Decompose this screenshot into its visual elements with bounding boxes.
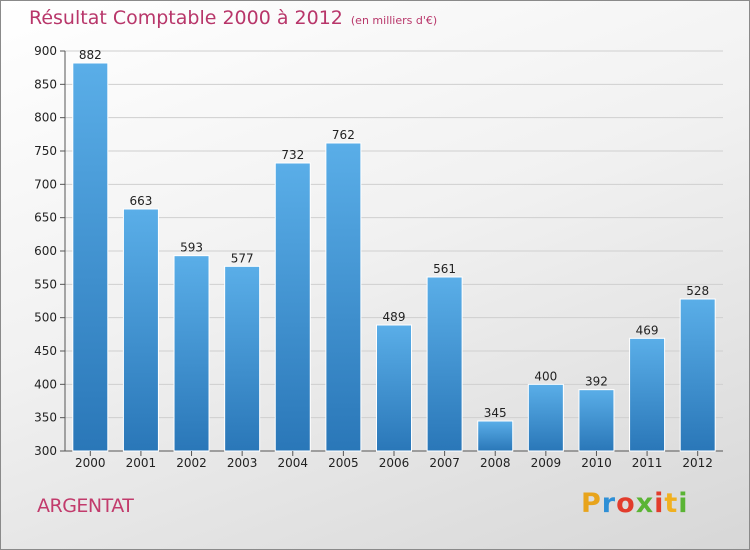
bar: [629, 337, 666, 452]
data-label: 469: [636, 323, 659, 337]
x-tick-label: 2003: [227, 456, 258, 470]
y-tick-label: 400: [34, 377, 57, 391]
y-tick-label: 450: [34, 344, 57, 358]
chart-subtitle: (en milliers d'€): [350, 14, 438, 27]
y-tick-label: 300: [34, 444, 57, 458]
x-tick-label: 2001: [126, 456, 157, 470]
logo-letter: t: [664, 488, 679, 519]
x-tick-label: 2006: [379, 456, 410, 470]
bar: [376, 324, 412, 452]
data-label: 528: [686, 284, 709, 298]
data-label: 577: [231, 251, 254, 265]
data-label: 732: [281, 148, 304, 162]
logo-letter: x: [635, 488, 655, 519]
y-tick-label: 350: [34, 411, 57, 425]
logo-letter: i: [654, 488, 665, 519]
bar: [122, 208, 159, 452]
commune-name: ARGENTAT: [37, 495, 134, 517]
data-label: 593: [180, 241, 203, 255]
data-label: 663: [129, 194, 152, 208]
data-label: 762: [332, 128, 355, 142]
x-tick-label: 2004: [277, 456, 308, 470]
y-tick-label: 500: [34, 311, 57, 325]
bar: [325, 142, 362, 452]
bar: [679, 298, 716, 452]
y-tick-label: 700: [34, 177, 57, 191]
bar: [527, 383, 564, 452]
x-tick-label: 2008: [480, 456, 511, 470]
logo-letter: r: [601, 488, 617, 519]
x-tick-labels: 2000 2001 2002 2003 2004 2005 2006 2007 2008 2009…: [75, 451, 713, 470]
logo-letter: i: [678, 488, 689, 519]
logo-letter: o: [616, 488, 636, 519]
logo-letter: P: [581, 488, 602, 519]
y-tick-label: 600: [34, 244, 57, 258]
x-tick-label: 2005: [328, 456, 359, 470]
y-tick-label: 750: [34, 144, 57, 158]
x-tick-label: 2009: [531, 456, 562, 470]
x-tick-label: 2011: [632, 456, 663, 470]
data-label: 345: [484, 406, 507, 420]
x-tick-label: 2010: [581, 456, 612, 470]
x-tick-label: 2007: [429, 456, 460, 470]
bar: [578, 389, 615, 452]
y-tick-label: 650: [34, 211, 57, 225]
data-label: 392: [585, 375, 608, 389]
x-tick-label: 2000: [75, 456, 106, 470]
x-tick-label: 2002: [176, 456, 207, 470]
y-tick-label: 550: [34, 277, 57, 291]
bar: [173, 255, 210, 452]
bar: [274, 162, 311, 452]
bar: [426, 276, 463, 452]
title-text: Résultat Comptable 2000 à 2012: [29, 7, 343, 29]
bar: [224, 265, 261, 452]
data-label: 882: [79, 48, 102, 62]
bars: [72, 62, 716, 452]
y-tick-labels: 300 350 400 450 500 550 600 650 700 750 800 850 900: [34, 44, 57, 458]
data-label: 400: [534, 369, 557, 383]
y-tick-label: 900: [34, 44, 57, 58]
x-tick-label: 2012: [682, 456, 713, 470]
chart-title: Résultat Comptable 2000 à 2012 (en millie…: [29, 7, 437, 29]
proxiti-logo[interactable]: Proxiti: [581, 488, 689, 519]
bar: [72, 62, 109, 452]
bar: [477, 420, 514, 452]
y-tick-label: 800: [34, 111, 57, 125]
data-label: 489: [383, 310, 406, 324]
data-label: 561: [433, 262, 456, 276]
data-labels: 882 663 593 577 732 762 489 561 345 400 392 469 528: [79, 48, 709, 420]
y-tick-label: 850: [34, 77, 57, 91]
